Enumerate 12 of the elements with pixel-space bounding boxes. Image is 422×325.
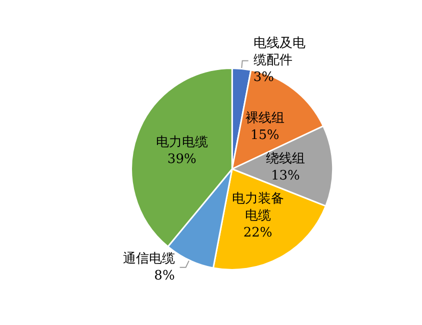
data-label: 13%: [270, 168, 300, 184]
slice-label: 电线及电缆配件: [253, 36, 306, 68]
slice-label: 电力电缆: [156, 134, 208, 150]
slice-label: 通信电缆: [122, 251, 175, 266]
data-label: 39%: [167, 152, 196, 167]
data-label: 8%: [154, 268, 175, 284]
data-label: 3%: [253, 70, 274, 86]
data-label: 22%: [243, 225, 272, 240]
slice-label: 裸线组: [245, 110, 284, 126]
data-label: 15%: [250, 128, 280, 143]
slice-label: 电力装备电缆: [232, 191, 284, 224]
slice-label: 绕线组: [266, 151, 305, 166]
